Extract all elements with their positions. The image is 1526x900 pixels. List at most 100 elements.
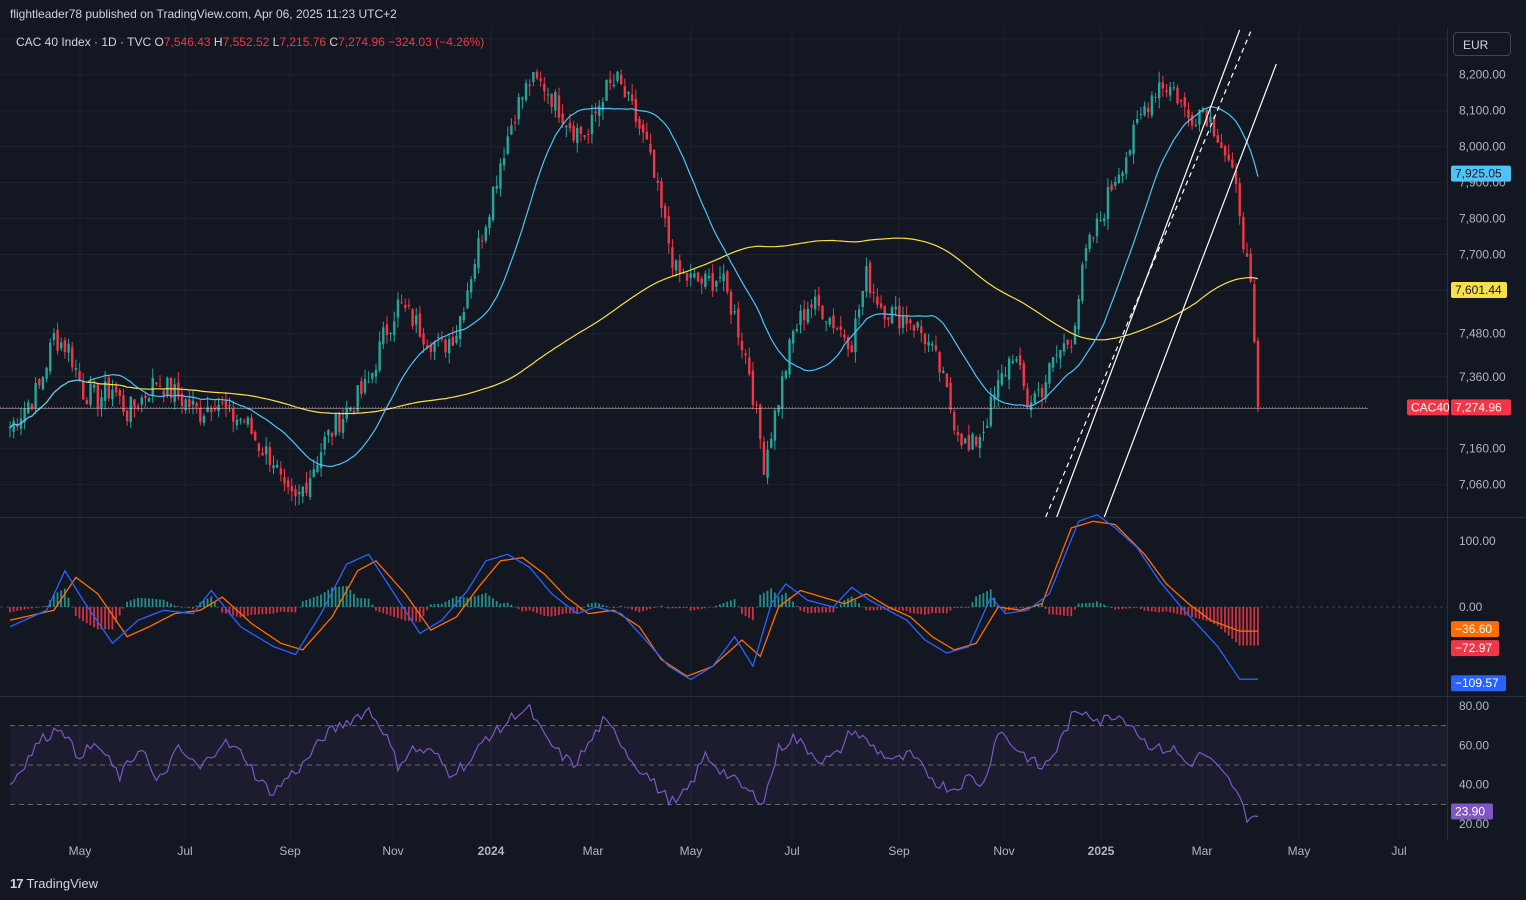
macd-histogram-bar xyxy=(982,592,985,607)
candle xyxy=(422,327,425,353)
macd-histogram-bar xyxy=(616,607,619,608)
chart-frame[interactable]: 8,300.008,200.008,100.008,000.007,900.00… xyxy=(0,28,1526,868)
candle xyxy=(1132,120,1135,164)
macd-histogram-bar xyxy=(953,607,956,608)
candle-body xyxy=(144,395,147,399)
macd-histogram-bar xyxy=(148,598,150,607)
macd-histogram-bar xyxy=(254,607,257,615)
candle-body xyxy=(415,315,418,325)
candle-body xyxy=(356,385,359,412)
currency-button[interactable]: EUR xyxy=(1453,32,1511,56)
candle-body xyxy=(568,122,572,129)
candle-body xyxy=(638,118,641,129)
candle-body xyxy=(1128,150,1132,155)
candle-body xyxy=(590,114,594,135)
candle-body xyxy=(715,281,718,287)
macd-histogram-bar xyxy=(45,605,48,607)
macd-histogram-bar xyxy=(583,607,586,608)
candle-body xyxy=(301,486,304,497)
macd-histogram-bar xyxy=(159,599,161,607)
macd-histogram-bar xyxy=(294,607,297,613)
macd-histogram-bar xyxy=(814,607,816,613)
macd-histogram-bar xyxy=(993,597,996,607)
candle-body xyxy=(1048,363,1051,384)
candle-body xyxy=(1121,172,1124,177)
macd-histogram-bar xyxy=(638,607,641,613)
candle xyxy=(1128,149,1132,157)
candle-body xyxy=(733,311,736,313)
time-tick-label: Sep xyxy=(888,844,910,858)
macd-histogram-bar xyxy=(243,607,246,617)
macd-histogram-bar xyxy=(894,607,897,611)
macd-histogram-bar xyxy=(667,607,670,609)
macd-histogram-bar xyxy=(1037,604,1040,607)
macd-histogram-bar xyxy=(305,599,308,607)
macd-histogram-bar xyxy=(462,597,465,607)
candle-body xyxy=(784,370,788,379)
macd-histogram-bar xyxy=(107,607,110,630)
macd-histogram-bar xyxy=(217,607,220,608)
macd-histogram-bar xyxy=(144,598,147,607)
candle xyxy=(1187,102,1190,127)
candle xyxy=(718,266,722,283)
candle-body xyxy=(316,464,319,472)
candle xyxy=(821,304,824,321)
candle-body xyxy=(931,343,934,346)
macd-histogram-bar xyxy=(880,607,882,610)
candle xyxy=(1004,366,1007,377)
candle xyxy=(63,337,67,359)
macd-histogram-bar xyxy=(1216,607,1219,626)
candle-body xyxy=(565,125,568,128)
candle-body xyxy=(477,238,480,269)
macd-histogram-bar xyxy=(1150,607,1153,612)
candle xyxy=(246,415,250,428)
legend-change-value: −324.03 (−4.26%) xyxy=(388,35,485,49)
macd-histogram-bar xyxy=(821,607,824,613)
candle-body xyxy=(393,321,396,336)
candle xyxy=(45,366,48,383)
candle-body xyxy=(213,407,217,410)
candle xyxy=(385,316,389,344)
candle xyxy=(264,437,268,465)
candle-body xyxy=(1147,108,1150,113)
candle-body xyxy=(762,441,766,475)
macd-histogram-bar xyxy=(137,597,139,607)
macd-histogram-bar xyxy=(283,607,286,612)
macd-histogram-bar xyxy=(762,592,765,607)
candle-body xyxy=(521,97,524,100)
candle xyxy=(956,425,960,442)
macd-histogram-bar xyxy=(740,607,743,614)
macd-histogram-bar xyxy=(276,607,278,613)
candle xyxy=(418,305,422,339)
candle-body xyxy=(920,326,923,333)
macd-histogram-bar xyxy=(74,607,77,616)
candle-body xyxy=(1095,218,1099,237)
macd-histogram-bar xyxy=(1220,607,1223,630)
candle-body xyxy=(433,341,436,352)
tradingview-logo[interactable]: 17 TradingView xyxy=(10,876,98,891)
candle-body xyxy=(447,339,451,354)
macd-histogram-bar xyxy=(177,606,180,607)
candle xyxy=(726,269,729,295)
candle xyxy=(268,441,272,472)
candle-body xyxy=(34,382,37,409)
candle-body xyxy=(89,383,92,405)
macd-histogram-bar xyxy=(872,607,875,611)
candle-body xyxy=(1194,125,1197,127)
candle xyxy=(147,396,151,402)
macd-histogram-bar xyxy=(1209,607,1212,622)
chart-canvas[interactable]: 8,300.008,200.008,100.008,000.007,900.00… xyxy=(0,28,1526,868)
macd-histogram-bar xyxy=(1128,607,1131,609)
candle xyxy=(184,397,187,414)
candle-body xyxy=(1022,363,1025,387)
candle-body xyxy=(286,480,290,488)
legend-symbol: CAC 40 Index · 1D · TVC xyxy=(16,35,152,49)
price-tick-label: 7,160.00 xyxy=(1459,442,1506,456)
candle-body xyxy=(663,205,667,219)
candle xyxy=(945,373,949,388)
macd-histogram-bar xyxy=(1015,607,1018,609)
candle-body xyxy=(224,399,228,409)
macd-histogram-bar xyxy=(532,607,535,612)
macd-histogram-bar xyxy=(1011,607,1014,610)
candle-body xyxy=(232,408,235,422)
